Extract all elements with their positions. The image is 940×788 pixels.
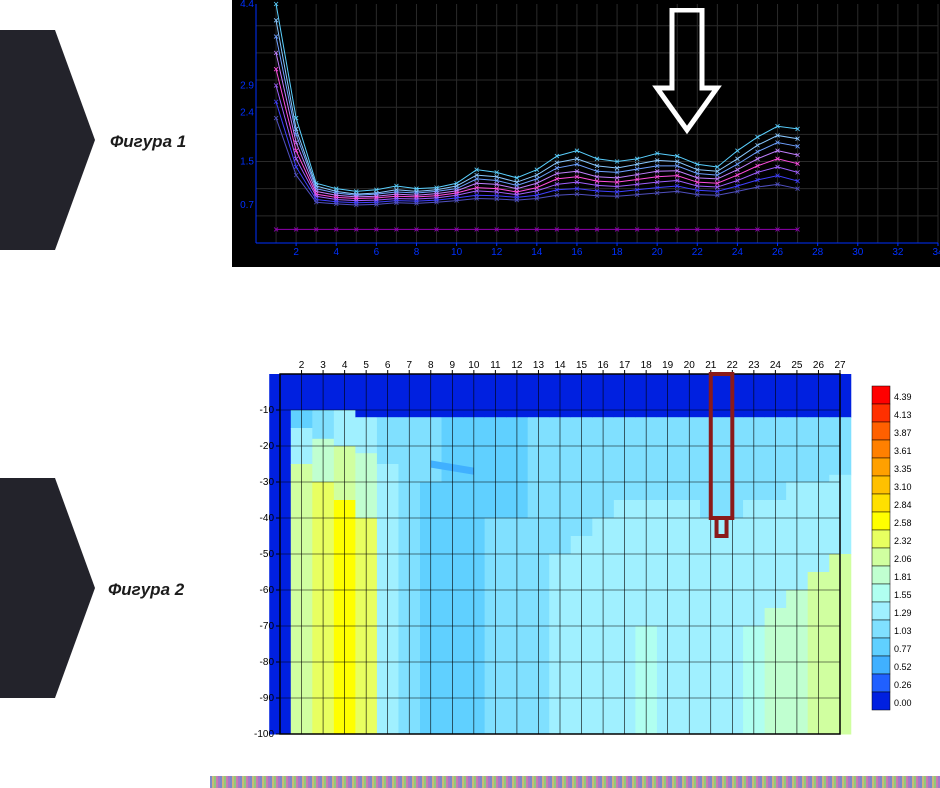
svg-text:34: 34 bbox=[932, 247, 940, 258]
svg-text:4.39: 4.39 bbox=[894, 392, 912, 402]
svg-text:18: 18 bbox=[611, 247, 623, 258]
figure-1-label: Фигура 1 bbox=[110, 132, 186, 152]
svg-text:1.81: 1.81 bbox=[894, 572, 912, 582]
svg-text:14: 14 bbox=[554, 360, 566, 371]
figure-2: 2345678910111213141516171819202122232425… bbox=[232, 346, 940, 756]
svg-text:0.26: 0.26 bbox=[894, 680, 912, 690]
svg-text:12: 12 bbox=[511, 360, 523, 371]
svg-text:2: 2 bbox=[293, 247, 299, 258]
svg-text:5: 5 bbox=[363, 360, 369, 371]
svg-text:17: 17 bbox=[619, 360, 631, 371]
svg-text:-40: -40 bbox=[260, 513, 275, 524]
pennant-1-svg bbox=[0, 30, 95, 250]
svg-text:8: 8 bbox=[428, 360, 434, 371]
figure-1: 2468101214161820222426283032340.71.52.42… bbox=[232, 0, 940, 267]
svg-text:1.5: 1.5 bbox=[240, 157, 254, 168]
svg-text:25: 25 bbox=[791, 360, 803, 371]
svg-text:1.29: 1.29 bbox=[894, 608, 912, 618]
figure-1-chart: 2468101214161820222426283032340.71.52.42… bbox=[234, 0, 940, 265]
svg-text:9: 9 bbox=[450, 360, 456, 371]
svg-text:27: 27 bbox=[834, 360, 846, 371]
svg-text:20: 20 bbox=[684, 360, 696, 371]
svg-text:2.32: 2.32 bbox=[894, 536, 912, 546]
svg-text:4.4: 4.4 bbox=[240, 0, 254, 10]
figure-2-label: Фигура 2 bbox=[108, 580, 184, 600]
svg-text:10: 10 bbox=[451, 247, 463, 258]
svg-text:0.7: 0.7 bbox=[240, 200, 254, 211]
svg-text:3.10: 3.10 bbox=[894, 482, 912, 492]
svg-text:0.77: 0.77 bbox=[894, 644, 912, 654]
svg-text:-50: -50 bbox=[260, 549, 275, 560]
svg-text:1.03: 1.03 bbox=[894, 626, 912, 636]
pennant-1 bbox=[0, 30, 95, 250]
svg-text:1.55: 1.55 bbox=[894, 590, 912, 600]
svg-text:4: 4 bbox=[342, 360, 348, 371]
svg-text:26: 26 bbox=[772, 247, 784, 258]
svg-text:2.4: 2.4 bbox=[240, 108, 254, 119]
svg-text:12: 12 bbox=[491, 247, 503, 258]
svg-text:13: 13 bbox=[533, 360, 545, 371]
svg-text:-100: -100 bbox=[254, 729, 274, 740]
svg-text:3.87: 3.87 bbox=[894, 428, 912, 438]
svg-text:22: 22 bbox=[692, 247, 704, 258]
svg-text:15: 15 bbox=[576, 360, 588, 371]
figure-2-chart: 2345678910111213141516171819202122232425… bbox=[232, 346, 912, 746]
svg-text:18: 18 bbox=[641, 360, 653, 371]
svg-text:-90: -90 bbox=[260, 693, 275, 704]
svg-text:28: 28 bbox=[812, 247, 824, 258]
svg-text:3: 3 bbox=[320, 360, 326, 371]
svg-text:-20: -20 bbox=[260, 441, 275, 452]
svg-text:8: 8 bbox=[414, 247, 420, 258]
svg-text:16: 16 bbox=[571, 247, 583, 258]
svg-text:2.06: 2.06 bbox=[894, 554, 912, 564]
svg-text:20: 20 bbox=[652, 247, 664, 258]
noise-strip bbox=[210, 776, 940, 788]
svg-text:19: 19 bbox=[662, 360, 674, 371]
svg-text:-60: -60 bbox=[260, 585, 275, 596]
svg-text:2.58: 2.58 bbox=[894, 518, 912, 528]
svg-text:-70: -70 bbox=[260, 621, 275, 632]
svg-text:11: 11 bbox=[490, 360, 501, 371]
svg-text:6: 6 bbox=[385, 360, 391, 371]
svg-text:2.9: 2.9 bbox=[240, 80, 254, 91]
svg-text:7: 7 bbox=[406, 360, 412, 371]
svg-text:3.35: 3.35 bbox=[894, 464, 912, 474]
svg-text:30: 30 bbox=[852, 247, 864, 258]
svg-text:0.00: 0.00 bbox=[894, 698, 912, 708]
pennant-2-svg bbox=[0, 478, 95, 698]
svg-text:-10: -10 bbox=[260, 405, 275, 416]
svg-text:16: 16 bbox=[598, 360, 610, 371]
svg-text:2: 2 bbox=[299, 360, 305, 371]
svg-text:-80: -80 bbox=[260, 657, 275, 668]
svg-text:10: 10 bbox=[468, 360, 480, 371]
svg-text:-30: -30 bbox=[260, 477, 275, 488]
svg-text:22: 22 bbox=[727, 360, 739, 371]
svg-text:32: 32 bbox=[892, 247, 904, 258]
svg-text:4.13: 4.13 bbox=[894, 410, 912, 420]
svg-text:0.52: 0.52 bbox=[894, 662, 912, 672]
svg-text:24: 24 bbox=[770, 360, 782, 371]
svg-text:23: 23 bbox=[748, 360, 760, 371]
svg-text:21: 21 bbox=[705, 360, 717, 371]
page: Фигура 1 2468101214161820222426283032340… bbox=[0, 0, 940, 788]
svg-text:4: 4 bbox=[333, 247, 339, 258]
svg-text:3.61: 3.61 bbox=[894, 446, 912, 456]
svg-text:14: 14 bbox=[531, 247, 543, 258]
svg-text:6: 6 bbox=[374, 247, 380, 258]
svg-text:2.84: 2.84 bbox=[894, 500, 912, 510]
svg-text:26: 26 bbox=[813, 360, 825, 371]
pennant-2 bbox=[0, 478, 95, 698]
svg-text:24: 24 bbox=[732, 247, 744, 258]
